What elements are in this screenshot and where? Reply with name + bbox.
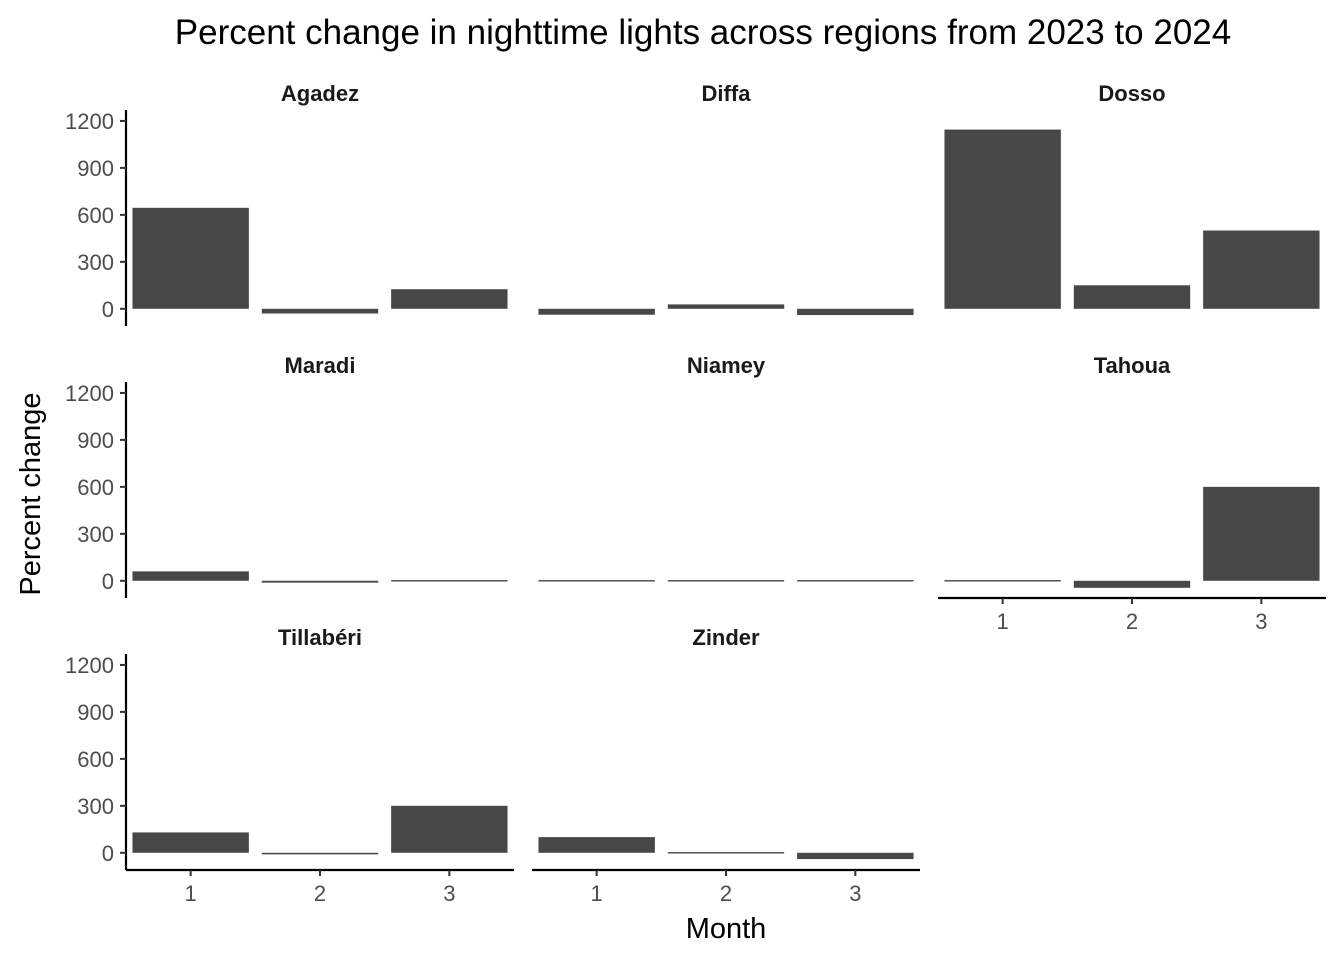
y-tick-label-agadez-1200: 1200 [65,109,114,134]
bar-maradi-1 [132,571,249,581]
panel-maradi: Maradi 0 300 600 900 1200 [65,353,508,598]
panel-tillaberi: Tillabéri 0 300 600 900 1200 1 2 3 [65,625,514,906]
bar-agadez-2 [261,308,379,314]
bar-niamey-2 [667,580,785,582]
bar-tahoua-1 [944,580,1061,582]
facet-panels: Agadez 0 300 600 900 1200 Diffa Dosso Maradi 0 300… [65,81,1326,906]
panel-title-dosso: Dosso [1098,81,1165,106]
bar-zinder-1 [538,837,655,853]
x-tick-label-tahoua-2: 2 [1126,609,1138,634]
x-tick-label-zinder-2: 2 [720,881,732,906]
panel-title-niamey: Niamey [687,353,766,378]
bar-tahoua-3 [1203,486,1320,581]
bar-zinder-2 [667,852,785,854]
bar-tillaberi-1 [132,832,249,853]
x-tick-label-tahoua-3: 3 [1255,609,1267,634]
x-tick-label-zinder-1: 1 [591,881,603,906]
y-tick-label-maradi-300: 300 [77,522,114,547]
x-tick-label-tillaberi-1: 1 [185,881,197,906]
bar-agadez-3 [391,289,508,309]
panel-niamey: Niamey [538,353,914,582]
panel-tahoua: Tahoua 1 2 3 [938,353,1326,634]
panel-agadez: Agadez 0 300 600 900 1200 [65,81,508,326]
y-tick-label-maradi-600: 600 [77,475,114,500]
x-axis-title: Month [686,913,767,945]
bar-tahoua-2 [1073,580,1191,588]
bar-agadez-1 [132,207,249,309]
bar-zinder-3 [797,852,914,860]
y-tick-label-agadez-600: 600 [77,203,114,228]
panel-dosso: Dosso [944,81,1320,309]
bar-niamey-3 [797,580,914,582]
panel-zinder: Zinder 1 2 3 [532,625,920,906]
bar-diffa-2 [667,304,785,309]
panel-diffa: Diffa [538,81,914,316]
panel-title-diffa: Diffa [702,81,752,106]
y-tick-label-agadez-300: 300 [77,250,114,275]
y-tick-label-tillaberi-0: 0 [102,841,114,866]
bar-dosso-2 [1073,285,1191,309]
x-tick-label-tillaberi-2: 2 [314,881,326,906]
bar-tillaberi-3 [391,805,508,853]
y-tick-label-tillaberi-600: 600 [77,747,114,772]
bar-maradi-3 [391,580,508,582]
y-tick-label-tillaberi-1200: 1200 [65,653,114,678]
x-tick-label-tahoua-1: 1 [997,609,1009,634]
y-tick-label-agadez-900: 900 [77,156,114,181]
panel-title-tahoua: Tahoua [1094,353,1171,378]
x-tick-label-tillaberi-3: 3 [443,881,455,906]
panel-title-maradi: Maradi [285,353,356,378]
x-tick-label-zinder-3: 3 [849,881,861,906]
y-tick-label-agadez-0: 0 [102,297,114,322]
panel-title-agadez: Agadez [281,81,359,106]
bar-dosso-1 [944,129,1061,309]
bar-dosso-3 [1203,230,1320,309]
y-tick-label-maradi-900: 900 [77,428,114,453]
bar-niamey-1 [538,580,655,582]
panel-title-tillaberi: Tillabéri [278,625,362,650]
y-tick-label-maradi-0: 0 [102,569,114,594]
chart-title: Percent change in nighttime lights acros… [175,13,1231,52]
y-tick-label-tillaberi-900: 900 [77,700,114,725]
bar-diffa-1 [538,308,655,315]
bar-maradi-2 [261,580,379,583]
y-axis-title: Percent change [15,392,47,595]
y-tick-label-maradi-1200: 1200 [65,381,114,406]
bar-diffa-3 [797,308,914,316]
panel-title-zinder: Zinder [692,625,760,650]
bar-tillaberi-2 [261,852,379,855]
y-tick-label-tillaberi-300: 300 [77,794,114,819]
